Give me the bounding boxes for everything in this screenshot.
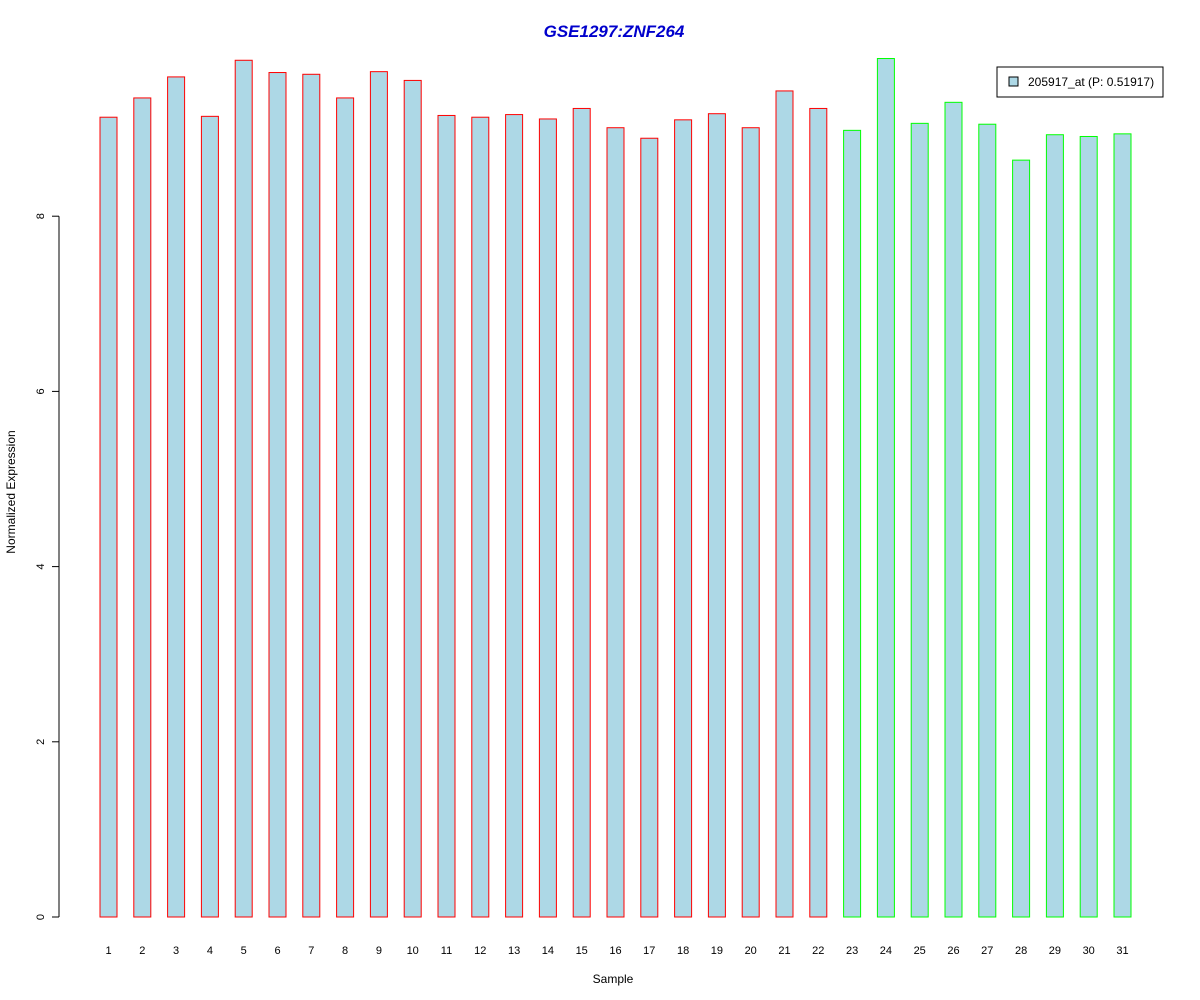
bar-sample-17: [640, 137, 659, 918]
bars-group: [99, 58, 1132, 918]
y-axis-label: Normalized Expression: [4, 430, 18, 553]
y-tick-label: 4: [35, 564, 47, 570]
x-tick-label: 1: [105, 945, 111, 957]
bar-sample-31: [1113, 133, 1132, 918]
x-tick-label: 24: [880, 945, 892, 957]
bar-sample-18: [674, 119, 693, 918]
bar-sample-3: [167, 76, 186, 918]
bar-sample-20: [741, 127, 760, 918]
legend-swatch: [1008, 76, 1019, 87]
x-tick-label: 25: [914, 945, 926, 957]
x-tick-label: 8: [342, 945, 348, 957]
bar-sample-9: [369, 71, 388, 918]
x-tick-label: 11: [441, 945, 452, 957]
chart-title: GSE1297:ZNF264: [544, 22, 685, 41]
bar-sample-4: [200, 115, 219, 918]
x-tick-label: 26: [947, 945, 959, 957]
x-tick-label: 29: [1049, 945, 1061, 957]
bar-sample-16: [606, 127, 625, 918]
legend-label: 205917_at (P: 0.51917): [1028, 75, 1154, 89]
x-tick-label: 13: [508, 945, 520, 957]
bar-sample-6: [268, 72, 287, 918]
bar-sample-14: [538, 118, 557, 918]
x-tick-label: 17: [643, 945, 655, 957]
x-tick-label: 4: [207, 945, 213, 957]
x-tick-labels: 1 2 3 4 5 6 7 8 9 10 11 12 13 14 15 16 17 18 19 20 21 22 23 24 2…: [105, 945, 1128, 957]
bar-sample-5: [234, 59, 253, 918]
x-tick-label: 9: [376, 945, 382, 957]
x-tick-label: 14: [542, 945, 554, 957]
x-tick-label: 21: [778, 945, 790, 957]
bar-sample-15: [572, 107, 591, 918]
bar-sample-7: [302, 73, 321, 918]
y-tick-label: 6: [35, 388, 47, 394]
y-tick-label: 0: [35, 914, 47, 920]
bar-sample-24: [876, 58, 895, 918]
x-tick-label: 27: [981, 945, 993, 957]
x-tick-label: 2: [139, 945, 145, 957]
bar-sample-28: [1012, 159, 1031, 918]
bar-sample-30: [1079, 135, 1098, 918]
bar-sample-13: [505, 114, 524, 918]
legend: 205917_at (P: 0.51917): [996, 66, 1164, 98]
legend-box: [996, 66, 1164, 98]
bar-sample-26: [944, 101, 963, 918]
x-tick-label: 20: [745, 945, 757, 957]
bar-sample-11: [437, 114, 456, 918]
bar-sample-10: [403, 79, 422, 918]
x-tick-label: 28: [1015, 945, 1027, 957]
x-tick-label: 18: [677, 945, 689, 957]
y-tick-label: 8: [35, 213, 47, 219]
x-tick-label: 30: [1083, 945, 1095, 957]
x-tick-label: 22: [812, 945, 824, 957]
bar-sample-22: [809, 107, 828, 918]
x-tick-label: 15: [576, 945, 588, 957]
bar-sample-23: [843, 129, 862, 918]
bar-sample-21: [775, 90, 794, 918]
x-tick-label: 3: [173, 945, 179, 957]
x-tick-label: 12: [474, 945, 486, 957]
y-tick-label: 2: [35, 739, 47, 745]
x-tick-label: 6: [274, 945, 280, 957]
bar-sample-12: [471, 116, 490, 918]
x-tick-label: 31: [1116, 945, 1128, 957]
bar-sample-2: [133, 97, 152, 918]
x-tick-label: 5: [241, 945, 247, 957]
bar-sample-29: [1045, 134, 1064, 918]
bar-sample-8: [336, 97, 355, 918]
bar-sample-27: [978, 123, 997, 918]
x-tick-label: 16: [609, 945, 621, 957]
x-tick-label: 19: [711, 945, 723, 957]
x-tick-label: 23: [846, 945, 858, 957]
x-axis-label: Sample: [593, 972, 634, 986]
x-tick-label: 10: [407, 945, 419, 957]
x-tick-label: 7: [308, 945, 314, 957]
y-axis: 0 2 4 6 8: [35, 213, 60, 920]
bar-sample-25: [910, 122, 929, 918]
bar-sample-19: [707, 113, 726, 918]
bar-sample-1: [99, 116, 118, 918]
